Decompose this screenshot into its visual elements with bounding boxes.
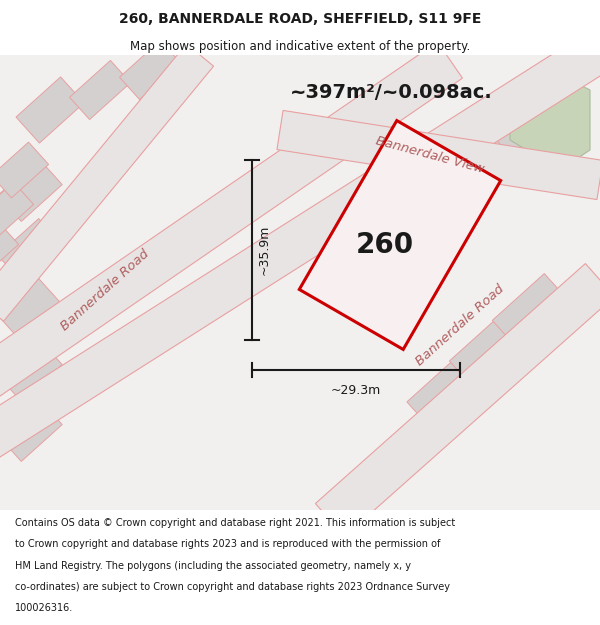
Text: Map shows position and indicative extent of the property.: Map shows position and indicative extent… bbox=[130, 39, 470, 52]
Polygon shape bbox=[0, 399, 62, 461]
Polygon shape bbox=[0, 42, 463, 408]
Text: 260, BANNERDALE ROAD, SHEFFIELD, S11 9FE: 260, BANNERDALE ROAD, SHEFFIELD, S11 9FE bbox=[119, 12, 481, 26]
Polygon shape bbox=[510, 70, 590, 170]
Polygon shape bbox=[492, 274, 568, 346]
Polygon shape bbox=[449, 311, 530, 389]
Polygon shape bbox=[0, 279, 62, 341]
Text: ~29.3m: ~29.3m bbox=[331, 384, 381, 397]
Polygon shape bbox=[119, 41, 181, 99]
Text: 100026316.: 100026316. bbox=[15, 603, 73, 613]
Text: 260: 260 bbox=[356, 231, 414, 259]
Polygon shape bbox=[450, 123, 530, 197]
Polygon shape bbox=[316, 264, 600, 536]
Polygon shape bbox=[0, 222, 19, 278]
Text: to Crown copyright and database rights 2023 and is reproduced with the permissio: to Crown copyright and database rights 2… bbox=[15, 539, 440, 549]
Polygon shape bbox=[0, 339, 62, 401]
Text: HM Land Registry. The polygons (including the associated geometry, namely x, y: HM Land Registry. The polygons (includin… bbox=[15, 561, 411, 571]
Polygon shape bbox=[0, 142, 49, 198]
Polygon shape bbox=[0, 44, 214, 321]
Text: Contains OS data © Crown copyright and database right 2021. This information is : Contains OS data © Crown copyright and d… bbox=[15, 518, 455, 528]
Text: Bannerdale Road: Bannerdale Road bbox=[58, 247, 152, 333]
Text: Bannerdale Road: Bannerdale Road bbox=[413, 282, 507, 368]
Polygon shape bbox=[299, 121, 501, 349]
Polygon shape bbox=[0, 182, 34, 238]
Polygon shape bbox=[0, 159, 62, 221]
Text: ~35.9m: ~35.9m bbox=[258, 225, 271, 275]
Text: co-ordinates) are subject to Crown copyright and database rights 2023 Ordnance S: co-ordinates) are subject to Crown copyr… bbox=[15, 582, 450, 592]
Polygon shape bbox=[407, 348, 493, 432]
Polygon shape bbox=[16, 77, 84, 143]
Polygon shape bbox=[0, 31, 600, 469]
Polygon shape bbox=[277, 111, 600, 199]
Polygon shape bbox=[70, 61, 130, 119]
Polygon shape bbox=[494, 96, 566, 164]
Text: ~397m²/~0.098ac.: ~397m²/~0.098ac. bbox=[290, 82, 493, 101]
Polygon shape bbox=[0, 219, 62, 281]
Text: Bannerdale View: Bannerdale View bbox=[374, 134, 486, 176]
